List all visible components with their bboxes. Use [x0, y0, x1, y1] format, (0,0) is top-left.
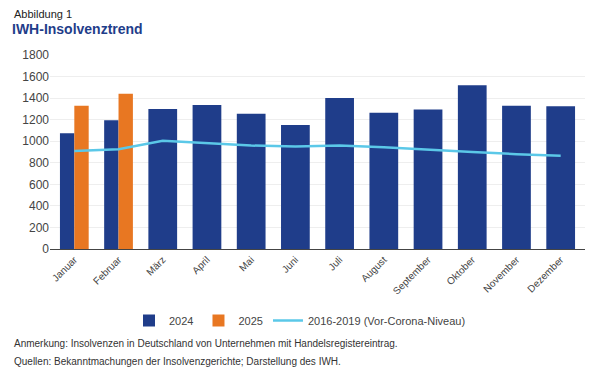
svg-text:Anmerkung: Insolvenzen in Deut: Anmerkung: Insolvenzen in Deutschland vo… — [14, 338, 398, 349]
svg-text:Juli: Juli — [326, 254, 344, 272]
svg-text:Quellen: Bekanntmachungen der: Quellen: Bekanntmachungen der Insolvenzg… — [14, 356, 341, 367]
svg-text:Mai: Mai — [237, 254, 256, 273]
svg-text:März: März — [144, 254, 168, 278]
svg-text:September: September — [391, 254, 434, 297]
svg-text:Februar: Februar — [91, 254, 124, 287]
svg-text:0: 0 — [42, 242, 49, 256]
svg-text:Juni: Juni — [280, 254, 301, 275]
svg-text:600: 600 — [29, 178, 49, 192]
svg-text:800: 800 — [29, 156, 49, 170]
svg-text:Oktober: Oktober — [444, 254, 477, 287]
svg-text:2025: 2025 — [238, 315, 262, 327]
svg-text:IWH-Insolvenztrend: IWH-Insolvenztrend — [12, 21, 143, 37]
svg-text:1600: 1600 — [22, 70, 49, 84]
svg-text:November: November — [481, 254, 522, 295]
svg-text:1000: 1000 — [22, 134, 49, 148]
svg-text:2016-2019 (Vor-Corona-Niveau): 2016-2019 (Vor-Corona-Niveau) — [308, 315, 465, 327]
svg-text:200: 200 — [29, 221, 49, 235]
svg-text:1800: 1800 — [22, 48, 49, 62]
svg-text:April: April — [190, 254, 212, 276]
svg-text:Dezember: Dezember — [525, 254, 566, 295]
svg-text:Januar: Januar — [50, 254, 80, 284]
svg-text:400: 400 — [29, 199, 49, 213]
svg-text:1400: 1400 — [22, 91, 49, 105]
svg-text:August: August — [359, 254, 389, 284]
svg-text:1200: 1200 — [22, 113, 49, 127]
svg-text:Abbildung 1: Abbildung 1 — [14, 8, 72, 20]
svg-text:2024: 2024 — [169, 315, 193, 327]
